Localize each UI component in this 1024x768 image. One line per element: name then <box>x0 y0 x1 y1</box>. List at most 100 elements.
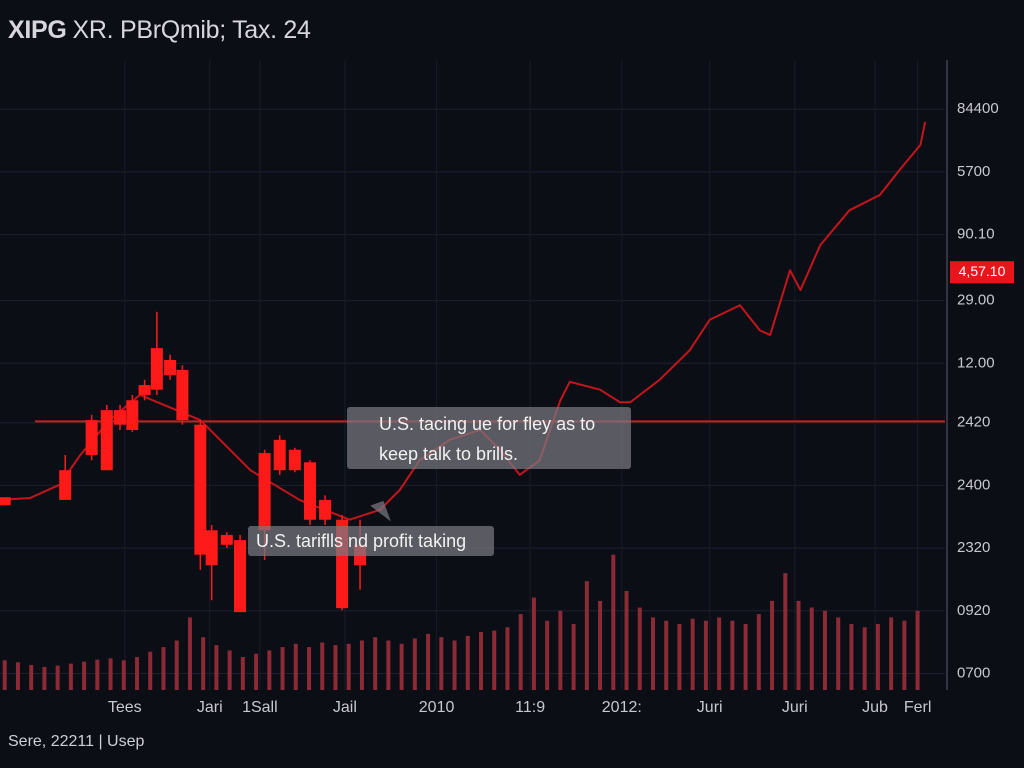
candle-body <box>59 470 72 500</box>
volume-bar <box>479 631 484 690</box>
x-tick-label: 2010 <box>419 699 455 716</box>
volume-bar <box>584 581 589 690</box>
y-tick-label: 0700 <box>957 664 990 681</box>
x-tick-label: 1Sall <box>242 699 278 716</box>
candle-body <box>138 385 151 395</box>
candle-body <box>100 410 113 471</box>
volume-bar <box>703 620 708 690</box>
volume-bar <box>2 660 7 690</box>
volume-bar <box>717 617 722 690</box>
y-tick-label: 12.00 <box>957 354 995 371</box>
x-tick-label: Jub <box>862 699 888 716</box>
volume-bar <box>95 659 100 690</box>
volume-bar <box>492 630 497 690</box>
x-tick-label: Tees <box>108 699 142 716</box>
footer: Sere, 22211 | Usep <box>8 733 145 750</box>
y-tick-label: 2420 <box>957 414 990 431</box>
volume-bar <box>201 637 206 690</box>
y-tick-label: 2320 <box>957 539 990 556</box>
volume-bar <box>320 642 325 690</box>
candle-body <box>303 462 316 520</box>
volume-bar <box>796 600 801 690</box>
volume-bar <box>849 624 854 690</box>
volume-bar <box>346 643 351 690</box>
candle-body <box>273 439 286 471</box>
volume-bar <box>531 597 536 690</box>
candle-body <box>220 534 233 545</box>
x-tick-label: Jari <box>197 699 223 716</box>
x-tick-label: 11:9 <box>515 699 545 716</box>
volume-bar <box>412 638 417 690</box>
volume-bar <box>902 620 907 690</box>
candle-body <box>126 400 139 430</box>
volume-bar <box>214 645 219 690</box>
candle-body <box>164 360 177 376</box>
y-tick-label: 0920 <box>957 602 990 619</box>
x-tick-label: Ferl <box>904 699 932 716</box>
volume-bar <box>505 627 510 690</box>
title-text: XR. PBrQmib; Tax. 24 <box>72 16 311 44</box>
volume-bar <box>571 624 576 690</box>
y-tick-label: 90.10 <box>957 226 995 243</box>
y-tick-label: 2400 <box>957 476 990 493</box>
volume-bar <box>68 663 73 690</box>
volume-bar <box>373 637 378 690</box>
volume-bar <box>227 650 232 690</box>
volume-bar <box>862 627 867 690</box>
volume-bar <box>359 640 364 690</box>
y-tick-label: 84400 <box>957 100 999 117</box>
candle-body <box>288 449 301 471</box>
volume-bar <box>135 657 140 690</box>
candle-body <box>258 453 271 531</box>
volume-bar <box>690 618 695 690</box>
volume-bar <box>386 640 391 690</box>
volume-bar <box>15 662 20 690</box>
x-tick-label: Jail <box>333 699 357 716</box>
volume-bar <box>108 658 113 690</box>
volume-bar <box>889 617 894 690</box>
volume-bar <box>637 607 642 690</box>
volume-bar <box>783 573 788 690</box>
title-symbol: XIPG <box>8 16 67 44</box>
volume-bar <box>82 661 87 690</box>
volume-bar <box>915 610 920 690</box>
volume-bar <box>756 614 761 690</box>
price-marker-label: 4,57.10 <box>959 263 1006 279</box>
volume-bar <box>187 617 192 690</box>
volume-bar <box>558 610 563 690</box>
volume-bar <box>333 645 338 690</box>
candle-body <box>234 540 247 613</box>
volume-bar <box>267 650 272 690</box>
candle-body <box>85 420 98 456</box>
volume-bar <box>875 624 880 690</box>
volume-bar <box>730 620 735 690</box>
volume-bar <box>452 640 457 690</box>
x-tick-label: Juri <box>697 699 723 716</box>
candle-body <box>176 369 189 421</box>
volume-bar <box>55 665 60 690</box>
volume-bar <box>611 554 616 690</box>
volume-bar <box>42 666 47 690</box>
volume-bar <box>293 643 298 690</box>
volume-bar <box>439 637 444 690</box>
x-tick-label: 2012: <box>602 699 642 716</box>
volume-bar <box>770 600 775 690</box>
volume-bar <box>809 607 814 690</box>
x-tick-label: Juri <box>782 699 808 716</box>
volume-bar <box>598 600 603 690</box>
volume-bar <box>650 617 655 690</box>
title: XIPG XR. PBrQmib; Tax. 24 <box>8 16 311 45</box>
volume-bar <box>29 664 34 690</box>
candle-body <box>150 348 163 390</box>
annotation: U.S. tacing ue for fley as to keep talk … <box>347 407 631 469</box>
candle-body <box>205 530 218 566</box>
volume-bar <box>121 660 126 690</box>
price-marker <box>950 261 1014 284</box>
volume-bar <box>399 643 404 690</box>
volume-bar <box>822 610 827 690</box>
volume-bar <box>518 614 523 690</box>
volume-bar <box>148 651 153 690</box>
candle-body <box>114 410 127 425</box>
volume-bar <box>307 647 312 690</box>
